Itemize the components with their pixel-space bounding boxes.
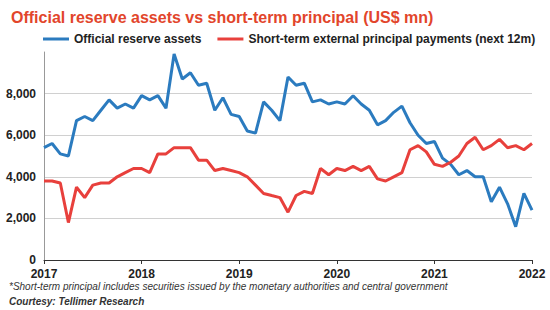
svg-text:Short-term external principal: Short-term external principal payments (… (248, 32, 535, 46)
svg-text:2018: 2018 (128, 267, 155, 281)
svg-text:0: 0 (29, 253, 36, 267)
svg-text:Courtesy: Tellimer Research: Courtesy: Tellimer Research (9, 296, 144, 307)
svg-text:Official reserve assets vs sho: Official reserve assets vs short-term pr… (11, 9, 433, 26)
svg-text:2019: 2019 (226, 267, 253, 281)
svg-text:2,000: 2,000 (6, 211, 36, 225)
svg-text:2021: 2021 (421, 267, 448, 281)
svg-text:4,000: 4,000 (6, 170, 36, 184)
svg-text:Official reserve assets: Official reserve assets (74, 32, 202, 46)
svg-text:*Short-term principal includes: *Short-term principal includes securitie… (9, 281, 449, 292)
svg-text:2017: 2017 (31, 267, 58, 281)
svg-text:2020: 2020 (323, 267, 350, 281)
svg-text:6,000: 6,000 (6, 128, 36, 142)
svg-text:2022: 2022 (519, 267, 546, 281)
svg-text:8,000: 8,000 (6, 87, 36, 101)
